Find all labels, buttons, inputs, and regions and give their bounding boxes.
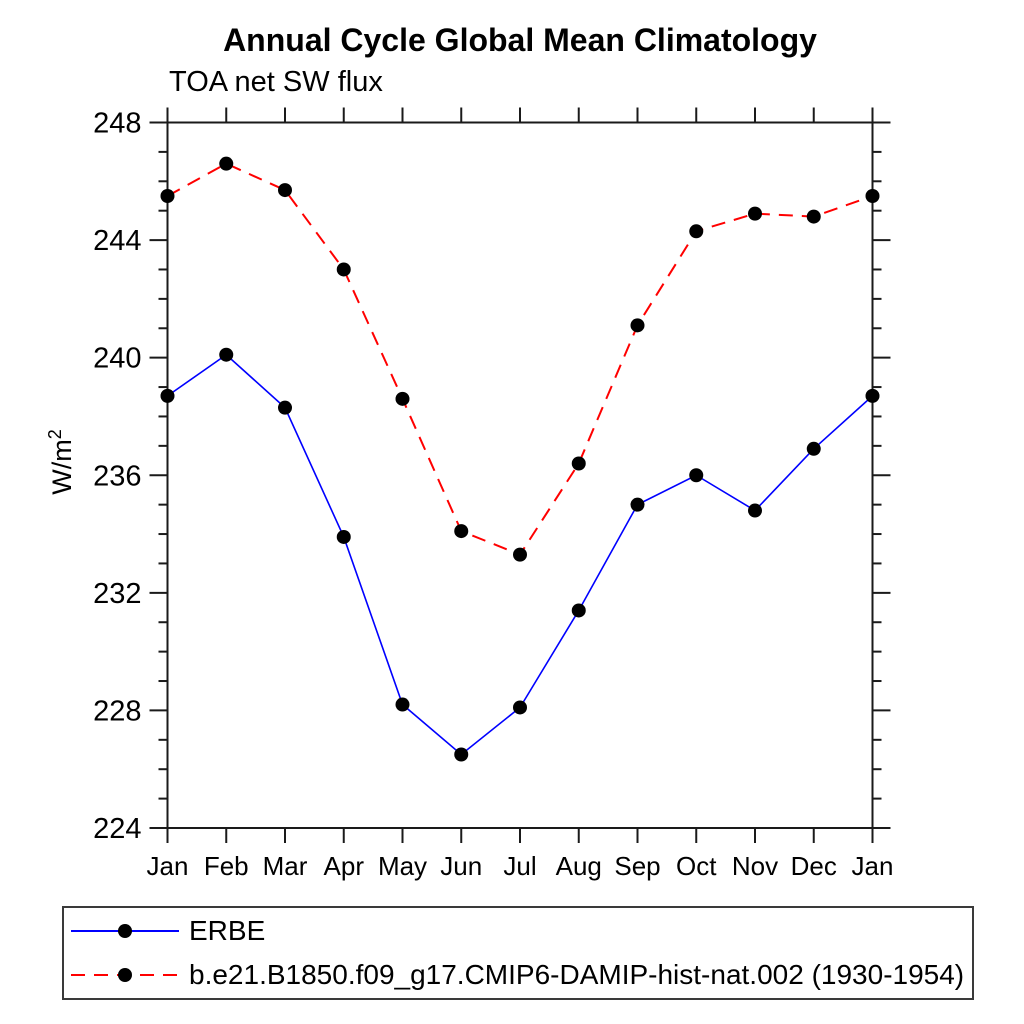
svg-text:Mar: Mar xyxy=(263,851,308,881)
legend-box: ERBE b.e21.B1850.f09_g17.CMIP6-DAMIP-his… xyxy=(62,906,974,1000)
legend-label-erbe: ERBE xyxy=(189,915,266,946)
svg-text:Dec: Dec xyxy=(791,851,837,881)
svg-text:228: 228 xyxy=(93,695,141,727)
svg-text:224: 224 xyxy=(93,813,141,845)
svg-text:Sep: Sep xyxy=(614,851,660,881)
svg-text:236: 236 xyxy=(93,460,141,492)
svg-text:Jan: Jan xyxy=(852,851,894,881)
legend-item-erbe: ERBE xyxy=(64,910,972,952)
legend-label-model: b.e21.B1850.f09_g17.CMIP6-DAMIP-hist-nat… xyxy=(189,959,965,990)
legend-line-solid-icon xyxy=(71,924,179,938)
svg-text:Jun: Jun xyxy=(440,851,482,881)
svg-text:May: May xyxy=(378,851,427,881)
svg-text:232: 232 xyxy=(93,578,141,610)
chart-title: Annual Cycle Global Mean Climatology xyxy=(223,22,817,58)
chart-subtitle: TOA net SW flux xyxy=(169,66,383,98)
svg-text:Feb: Feb xyxy=(204,851,249,881)
legend-line-dashed-icon xyxy=(71,968,179,982)
svg-text:Oct: Oct xyxy=(676,851,717,881)
legend-item-model: b.e21.B1850.f09_g17.CMIP6-DAMIP-hist-nat… xyxy=(64,954,972,996)
svg-text:240: 240 xyxy=(93,343,141,375)
svg-text:248: 248 xyxy=(93,108,141,140)
svg-text:Jul: Jul xyxy=(503,851,536,881)
svg-text:Nov: Nov xyxy=(732,851,778,881)
svg-text:Apr: Apr xyxy=(324,851,365,881)
svg-text:Jan: Jan xyxy=(147,851,189,881)
svg-text:Aug: Aug xyxy=(556,851,602,881)
svg-text:244: 244 xyxy=(93,225,141,257)
plot-area: 224 228 232 236 240 244 248 Jan Feb Mar Apr May Jun J… xyxy=(93,107,894,881)
